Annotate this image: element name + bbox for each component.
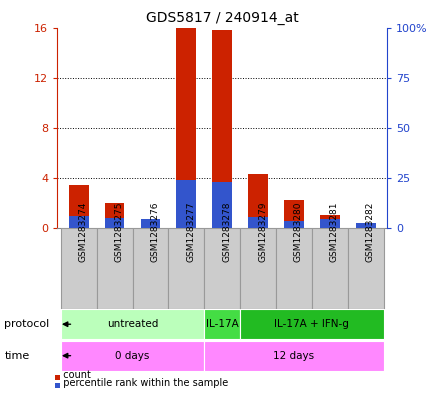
Text: GSM1283277: GSM1283277 <box>186 202 195 262</box>
Bar <box>204 228 240 309</box>
Bar <box>312 228 348 309</box>
Bar <box>105 203 125 228</box>
Bar <box>284 200 304 228</box>
Bar <box>97 228 132 309</box>
Bar <box>176 180 196 228</box>
Bar <box>204 309 240 339</box>
Text: GSM1283282: GSM1283282 <box>366 202 375 262</box>
Text: time: time <box>4 351 29 361</box>
Bar <box>320 215 340 228</box>
Bar <box>320 219 340 228</box>
Bar <box>284 221 304 228</box>
Bar <box>61 341 204 371</box>
Bar <box>176 28 196 228</box>
Text: GSM1283275: GSM1283275 <box>114 202 124 262</box>
Bar <box>169 228 204 309</box>
Bar <box>61 228 97 309</box>
Bar <box>69 216 88 228</box>
Text: GSM1283274: GSM1283274 <box>79 202 88 262</box>
Text: protocol: protocol <box>4 319 50 329</box>
Text: count: count <box>57 370 91 380</box>
Text: GSM1283280: GSM1283280 <box>294 202 303 262</box>
Bar <box>61 309 204 339</box>
Text: untreated: untreated <box>107 319 158 329</box>
Bar <box>204 341 384 371</box>
Bar <box>240 228 276 309</box>
Bar <box>141 219 160 228</box>
Text: percentile rank within the sample: percentile rank within the sample <box>57 378 228 388</box>
Text: GSM1283278: GSM1283278 <box>222 202 231 262</box>
Bar <box>240 309 384 339</box>
Text: GSM1283281: GSM1283281 <box>330 202 339 262</box>
Bar <box>105 218 125 228</box>
Bar <box>348 228 384 309</box>
Bar <box>141 219 160 228</box>
Text: GSM1283276: GSM1283276 <box>150 202 159 262</box>
Bar <box>248 174 268 228</box>
Bar <box>356 223 376 228</box>
Bar <box>69 185 88 228</box>
Text: 12 days: 12 days <box>273 351 315 361</box>
Bar <box>132 228 169 309</box>
Title: GDS5817 / 240914_at: GDS5817 / 240914_at <box>146 11 299 25</box>
Bar <box>248 217 268 228</box>
Bar <box>276 228 312 309</box>
Bar <box>356 223 376 228</box>
Text: IL-17A: IL-17A <box>206 319 238 329</box>
Bar <box>213 30 232 228</box>
Text: GSM1283279: GSM1283279 <box>258 202 267 262</box>
Bar <box>213 182 232 228</box>
Text: 0 days: 0 days <box>115 351 150 361</box>
Text: IL-17A + IFN-g: IL-17A + IFN-g <box>275 319 349 329</box>
